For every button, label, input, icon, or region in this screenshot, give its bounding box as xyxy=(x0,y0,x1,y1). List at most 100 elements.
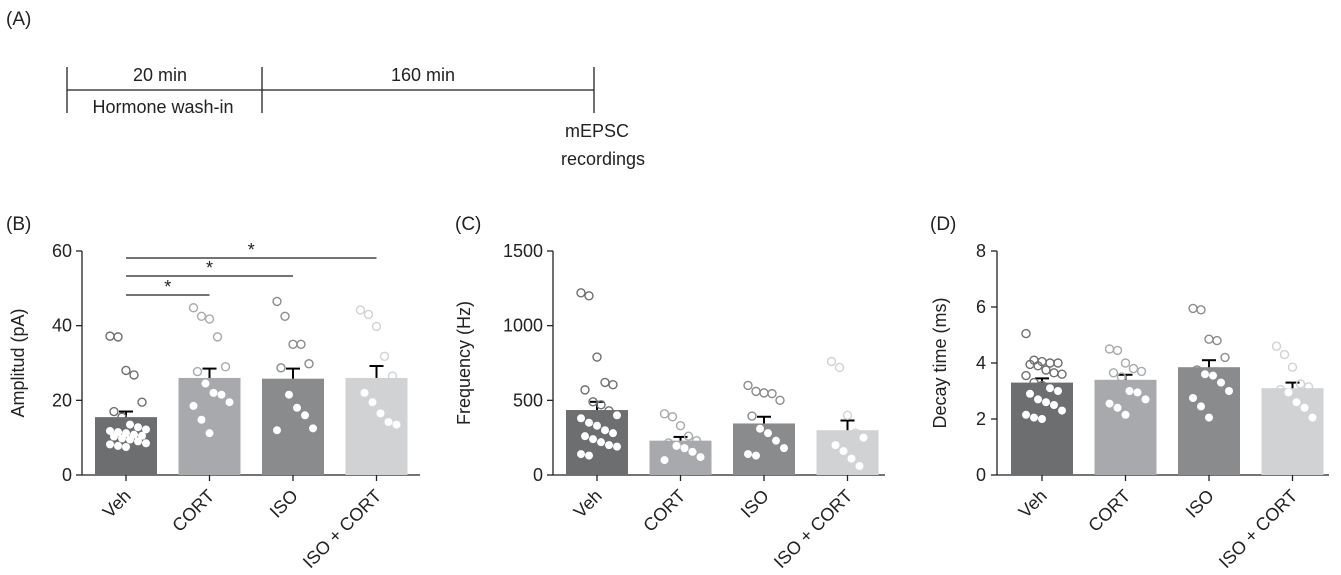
data-point-cort xyxy=(225,398,234,407)
y-tick-label: 8 xyxy=(976,241,986,261)
data-point-iso xyxy=(751,386,761,397)
data-point-cort xyxy=(1128,363,1139,374)
panel-label: (C) xyxy=(455,214,481,235)
data-point-cort xyxy=(663,438,674,448)
data-point-cort xyxy=(1120,358,1131,368)
data-point-iso xyxy=(756,424,764,433)
data-point-iso-cort xyxy=(1303,382,1314,392)
data-point-veh xyxy=(1046,384,1054,393)
data-point-iso-cort xyxy=(1275,384,1286,395)
data-point-veh xyxy=(117,412,127,422)
data-point-cort xyxy=(212,332,223,342)
data-point-veh xyxy=(1021,370,1031,381)
data-point-cort xyxy=(201,379,210,388)
data-point-veh xyxy=(584,291,594,301)
data-point-iso-cort xyxy=(842,410,853,420)
data-point-veh xyxy=(142,439,150,448)
data-point-iso-cort xyxy=(1300,403,1309,412)
data-point-cort xyxy=(1141,395,1150,404)
data-point-cort xyxy=(1125,387,1134,395)
data-point-veh xyxy=(1058,406,1066,415)
data-point-veh xyxy=(596,400,606,410)
y-tick-label: 60 xyxy=(52,241,72,261)
data-point-iso-cort xyxy=(387,371,398,381)
data-point-veh xyxy=(1026,389,1034,398)
data-point-iso-cort xyxy=(855,462,864,471)
y-tick-label: 500 xyxy=(513,390,543,410)
y-tick-label: 1500 xyxy=(503,241,543,261)
data-point-iso-cort xyxy=(847,454,856,463)
data-point-veh xyxy=(1033,361,1043,371)
data-point-cort xyxy=(1116,372,1127,382)
data-point-veh xyxy=(593,421,601,430)
data-point-cort xyxy=(1108,368,1119,378)
data-point-veh xyxy=(589,435,597,444)
data-point-iso xyxy=(1212,335,1222,346)
data-point-iso-cort xyxy=(834,362,845,373)
data-point-cort xyxy=(659,409,670,419)
data-point-iso-cort xyxy=(1284,388,1293,397)
data-point-iso-cort xyxy=(839,447,848,456)
data-point-iso xyxy=(1217,378,1225,387)
data-point-iso xyxy=(752,451,760,460)
panel-label-a: (A) xyxy=(6,9,31,30)
data-point-iso xyxy=(1196,305,1206,315)
data-point-iso-cort xyxy=(1308,413,1317,422)
timeline-segment-1-duration: 20 min xyxy=(133,65,187,85)
y-tick-label: 0 xyxy=(533,465,543,485)
data-point-iso xyxy=(764,429,772,438)
data-point-iso xyxy=(759,388,769,398)
data-point-veh xyxy=(1029,377,1039,388)
y-tick-label: 2 xyxy=(976,409,986,429)
x-tick-label-iso: ISO xyxy=(266,486,302,522)
data-point-veh xyxy=(110,432,118,441)
data-point-veh xyxy=(134,437,142,446)
data-point-iso xyxy=(293,403,301,412)
data-point-veh xyxy=(1042,398,1050,407)
data-point-veh xyxy=(105,331,115,341)
data-point-iso xyxy=(272,296,282,307)
bar-cort xyxy=(178,377,241,475)
data-point-iso xyxy=(772,436,780,445)
data-point-cort xyxy=(1104,344,1115,354)
data-point-veh xyxy=(581,432,589,441)
data-point-iso xyxy=(744,450,752,459)
bar-veh xyxy=(1011,382,1073,475)
data-point-veh xyxy=(1054,387,1062,395)
data-point-cort xyxy=(1136,366,1147,377)
data-point-iso-cort xyxy=(363,309,374,320)
data-point-iso xyxy=(1209,371,1217,380)
data-point-veh xyxy=(138,431,146,440)
data-point-veh xyxy=(605,441,613,450)
x-tick-label-veh: Veh xyxy=(570,486,606,522)
y-tick-label: 0 xyxy=(976,465,986,485)
data-point-iso-cort xyxy=(371,321,382,332)
y-tick-label: 6 xyxy=(976,297,986,317)
data-point-veh xyxy=(126,420,134,429)
x-tick-label-veh: Veh xyxy=(99,486,135,522)
data-point-cort xyxy=(1105,399,1114,408)
data-point-cort xyxy=(1113,403,1122,412)
data-point-iso xyxy=(1201,370,1209,379)
data-point-veh xyxy=(608,379,618,390)
x-tick-label-cort: CORT xyxy=(168,486,218,536)
data-point-veh xyxy=(142,425,150,434)
data-point-iso-cort xyxy=(1287,362,1298,372)
x-tick-label-iso: ISO xyxy=(737,486,773,522)
data-point-cort xyxy=(1121,410,1130,419)
data-point-iso xyxy=(1205,413,1213,422)
data-point-veh xyxy=(106,440,114,449)
x-tick-label-iso-cort: ISO + CORT xyxy=(299,486,385,572)
y-tick-label: 20 xyxy=(52,390,72,410)
bar-cort xyxy=(1094,379,1157,475)
data-point-cort xyxy=(188,303,199,313)
data-point-iso xyxy=(301,411,309,420)
data-point-cort xyxy=(688,447,697,456)
data-point-veh xyxy=(585,451,593,460)
x-tick-label-cort: CORT xyxy=(639,486,689,536)
data-point-iso-cort xyxy=(368,398,377,407)
data-point-veh xyxy=(577,414,585,423)
data-point-iso xyxy=(273,426,281,435)
